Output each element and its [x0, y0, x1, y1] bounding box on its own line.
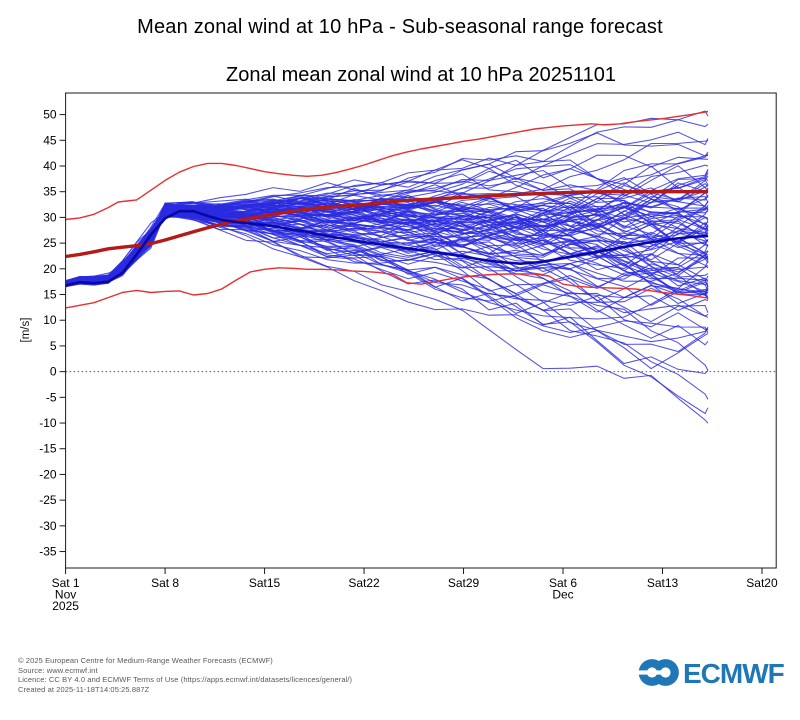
- y-tick-label: 10: [43, 313, 57, 327]
- chart-title: Zonal mean zonal wind at 10 hPa 20251101: [226, 64, 616, 86]
- y-tick-label: -15: [39, 442, 57, 456]
- y-tick-label: 40: [43, 159, 57, 173]
- y-tick-label: 15: [43, 288, 57, 302]
- y-tick-label: -20: [39, 467, 57, 481]
- y-tick-label: -35: [39, 545, 57, 559]
- y-tick-label: -30: [39, 519, 57, 533]
- y-tick-label: 5: [50, 339, 57, 353]
- x-tick-label: Dec: [552, 588, 573, 602]
- y-tick-label: 30: [43, 210, 57, 224]
- ensemble-member-line: [65, 195, 709, 283]
- x-tick-label: Nov: [55, 588, 76, 602]
- y-tick-label: 45: [43, 133, 57, 147]
- x-tick-label: Sat 1: [52, 576, 80, 590]
- y-tick-label: -25: [39, 493, 57, 507]
- footer-created: Created at 2025-11-18T14:05:25.887Z: [18, 684, 150, 694]
- y-tick-label: 25: [43, 236, 57, 250]
- x-tick-label: Sat15: [249, 576, 281, 590]
- x-tick-label: Sat22: [348, 576, 380, 590]
- plot-frame: [65, 92, 777, 569]
- ensemble-member-line: [65, 190, 709, 283]
- y-tick-label: 0: [50, 365, 57, 379]
- footer-licence: Licence: CC BY 4.0 and ECMWF Terms of Us…: [18, 675, 353, 685]
- ensemble-member-line: [65, 212, 709, 317]
- ensemble-member-line: [65, 110, 709, 288]
- x-tick-label: 2025: [52, 599, 79, 613]
- y-tick-label: 50: [43, 108, 57, 122]
- x-tick-label: Sat 8: [151, 576, 179, 590]
- x-tick-label: Sat20: [746, 576, 778, 590]
- y-axis: -35 -30 -25 -20 -15 -10 -5 0 5 10 15 20 25 30 35 40 45 50: [39, 108, 66, 559]
- y-tick-label: 35: [43, 185, 57, 199]
- series-climate_upper_bound: [65, 110, 709, 221]
- x-tick-label: Sat 6: [549, 576, 577, 590]
- y-axis-label: [m/s]: [20, 318, 32, 343]
- footer-source: Source: www.ecmwf.int: [18, 665, 98, 675]
- footer-copyright: © 2025 European Centre for Medium-Range …: [18, 656, 273, 665]
- x-tick-label: Sat13: [647, 576, 679, 590]
- ensemble-member-line: [65, 164, 709, 282]
- y-tick-label: -5: [46, 390, 57, 404]
- ecmwf-logo-text: ECMWF: [683, 658, 785, 689]
- ensemble-member-line: [65, 215, 709, 314]
- x-tick-label: Sat29: [448, 576, 480, 590]
- ecmwf-logo: ECMWF: [637, 656, 793, 692]
- page-title: Mean zonal wind at 10 hPa - Sub-seasonal…: [137, 16, 663, 38]
- ecmwf-logo-icon: [637, 659, 679, 686]
- forecast-plot: -35-30-25-20-15-10-505101520253035404550…: [20, 92, 778, 613]
- series-ensemble_mean: [65, 209, 709, 287]
- ecmwf-logo-svg: ECMWF: [637, 658, 786, 689]
- y-tick-label: 20: [43, 262, 57, 276]
- footer-attribution: © 2025 European Centre for Medium-Range …: [18, 656, 352, 694]
- y-tick-label: -10: [39, 416, 57, 430]
- series-climate_lower_bound: [65, 267, 709, 309]
- series-climate_mean: [65, 189, 708, 259]
